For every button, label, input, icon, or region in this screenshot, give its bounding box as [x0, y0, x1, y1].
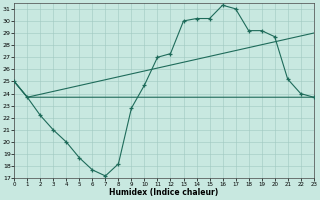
- X-axis label: Humidex (Indice chaleur): Humidex (Indice chaleur): [109, 188, 219, 197]
